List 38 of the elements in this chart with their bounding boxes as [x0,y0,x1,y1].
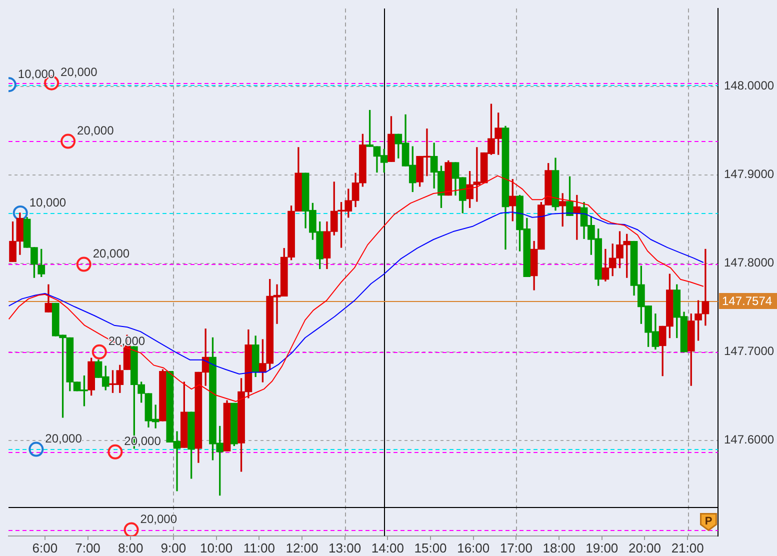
annotation: 20,000 [45,432,82,446]
x-tick-label: 21:00 [671,540,704,556]
x-tick-label: 9:00 [160,540,186,556]
point [60,134,76,149]
ref-line-label: 147.7574 [722,294,772,308]
annotation: 10,000 [18,66,55,81]
x-tick-label: 10:00 [200,540,233,556]
y-tick-label: 147.9000 [724,167,774,182]
point [108,444,123,460]
point [92,344,107,360]
annotation: P [704,516,712,528]
x-tick-label: 13:00 [328,540,362,556]
annotation: 20,000 [77,124,114,138]
badge-icon: P [700,513,717,531]
annotation: 10,000 [29,195,66,210]
annotation: 20,000 [140,512,178,526]
point [12,205,28,220]
x-tick-label: 12:00 [286,540,318,556]
y-tick-label: 147.8000 [724,256,774,270]
y-tick-label: 148.0000 [724,78,774,93]
x-tick-label: 8:00 [118,540,144,556]
x-tick-label: 14:00 [371,540,404,556]
y-tick-label: 147.6000 [724,432,774,447]
x-tick-label: 16:00 [457,540,490,556]
annotation: 20,000 [92,246,130,261]
annotation: 20,000 [60,65,98,80]
point [28,442,44,457]
x-tick-label: 19:00 [586,540,618,556]
x-tick-label: 20:00 [628,540,662,556]
x-tick-label: 11:00 [243,540,275,556]
x-tick-label: 18:00 [542,540,576,556]
point [124,522,139,536]
point [76,256,92,272]
x-tick-label: 15:00 [414,540,447,556]
x-tick-label: 17:00 [500,540,532,556]
x-tick-label: 7:00 [75,540,100,556]
x-tick-label: 6:00 [32,540,58,556]
y-tick-label: 147.7000 [724,344,774,358]
